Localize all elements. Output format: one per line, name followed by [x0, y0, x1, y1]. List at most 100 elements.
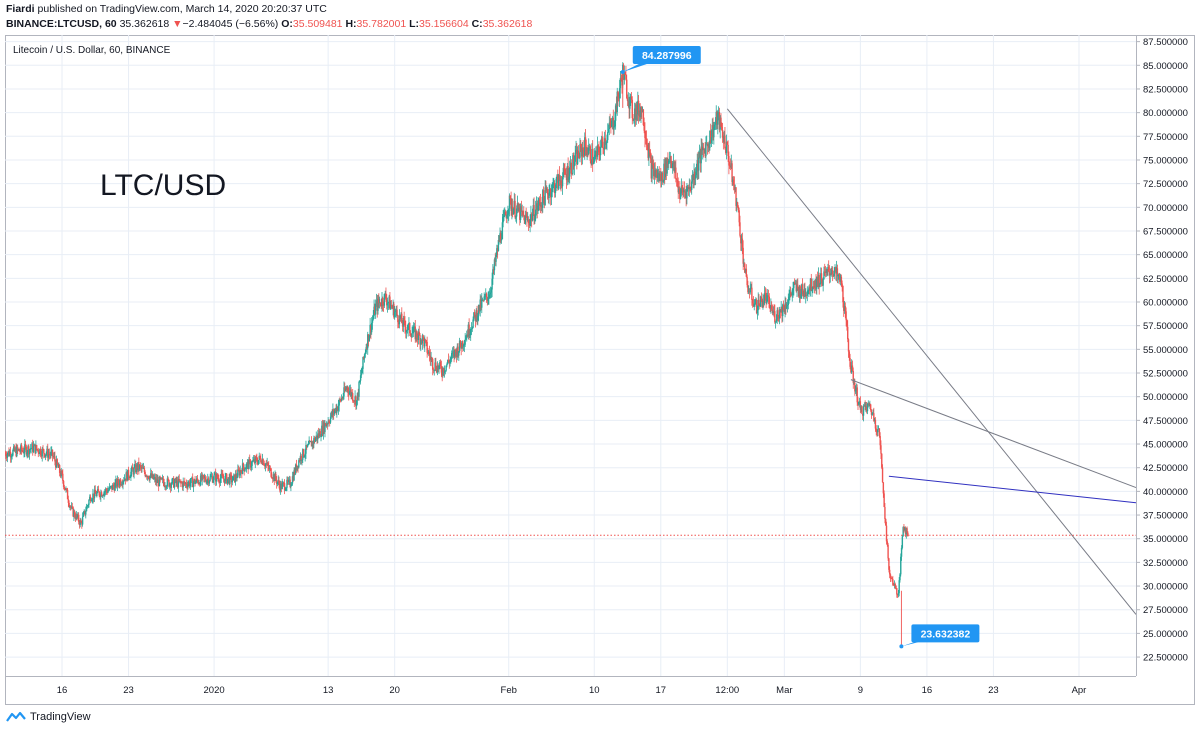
candle-body — [787, 298, 790, 306]
candle-body — [84, 510, 86, 515]
candle-body — [433, 369, 435, 371]
candle-body — [357, 392, 359, 397]
candle-body — [850, 365, 853, 373]
candle-body — [328, 421, 330, 423]
candle-body — [861, 406, 863, 415]
candle-body — [569, 167, 571, 177]
candle-body — [230, 475, 233, 483]
candle-body — [579, 144, 581, 158]
candle-body — [733, 184, 736, 190]
candle-body — [214, 473, 216, 475]
candle-body — [19, 451, 21, 453]
candle-body — [95, 493, 97, 497]
candle-body — [193, 479, 195, 483]
candle-body — [335, 408, 337, 413]
candle-body — [639, 110, 641, 118]
price-axis[interactable]: 87.500000 85.000000 82.500000 80.000000 77.5… — [1136, 37, 1188, 664]
y-tick-label: 57.500000 — [1143, 321, 1188, 332]
candle-body — [101, 495, 104, 497]
candle-body — [805, 295, 807, 297]
candle-body — [406, 329, 409, 331]
candle-body — [306, 444, 308, 448]
candle-body — [245, 463, 248, 469]
trendline[interactable] — [850, 379, 1137, 489]
candle-body — [293, 470, 295, 481]
candle-body — [46, 448, 48, 454]
candle-body — [652, 165, 655, 177]
candle-body — [34, 444, 36, 454]
candle-body — [109, 486, 112, 488]
candle-body — [446, 363, 448, 366]
candle-body — [253, 459, 256, 464]
x-tick-label: 9 — [858, 685, 863, 696]
candle-body — [662, 180, 664, 182]
publisher-name[interactable]: Fiardi — [6, 3, 35, 15]
candle-body — [198, 483, 200, 484]
candle-body — [276, 482, 279, 484]
candle-body — [257, 460, 260, 465]
candle-body — [221, 473, 223, 476]
candle-body — [67, 499, 70, 503]
marker-label: 23.632382 — [921, 628, 971, 640]
candle-body — [493, 259, 496, 271]
y-tick-label: 67.500000 — [1143, 226, 1188, 237]
candle-body — [364, 352, 367, 355]
candle-body — [75, 514, 77, 520]
candle-body — [127, 469, 129, 481]
candle-body — [137, 461, 139, 471]
tradingview-brand[interactable]: TradingView — [30, 711, 91, 723]
price-chart[interactable]: 84.287996 23.632382 87.500000 85.000000 82.… — [4, 35, 1195, 705]
tradingview-logo-icon[interactable] — [6, 711, 26, 723]
candle-body — [476, 310, 478, 321]
candle-body — [105, 489, 108, 491]
candle-body — [487, 298, 489, 301]
candle-body — [847, 339, 850, 352]
candle-body — [247, 462, 249, 470]
candle-body — [736, 202, 738, 206]
candle-body — [588, 146, 591, 148]
y-tick-label: 52.500000 — [1143, 369, 1188, 380]
candle-body — [591, 149, 594, 164]
candle-body — [892, 579, 894, 585]
candle-body — [673, 161, 675, 172]
candle-body — [898, 580, 900, 594]
candle-body — [231, 480, 234, 483]
trendline[interactable] — [726, 108, 1137, 615]
candle-body — [657, 172, 660, 176]
candle-body — [333, 411, 336, 414]
high-marker[interactable]: 84.287996 — [620, 46, 701, 75]
candle-body — [89, 496, 92, 502]
candle-body — [322, 422, 325, 435]
trendline[interactable] — [888, 475, 1137, 504]
chart-annotation-text[interactable]: LTC/USD — [100, 169, 226, 202]
candle-body — [520, 206, 523, 212]
candle-body — [405, 326, 407, 333]
candle-body — [823, 271, 825, 280]
candle-body — [207, 478, 209, 481]
candle-body — [91, 499, 93, 501]
candle-body — [650, 158, 652, 179]
candle-body — [508, 195, 511, 209]
candle-body — [645, 138, 648, 145]
candle-body — [727, 144, 729, 157]
candle-body — [563, 167, 565, 170]
candle-body — [302, 449, 305, 457]
candle-body — [358, 381, 360, 397]
candle-body — [488, 298, 490, 299]
candle-body — [258, 455, 260, 461]
chart-frame[interactable]: 84.287996 23.632382 87.500000 85.000000 82.… — [4, 35, 1195, 705]
candle-body — [671, 162, 673, 169]
candle-body — [698, 157, 700, 171]
candle-body — [279, 484, 281, 491]
candle-body — [124, 478, 127, 481]
candle-body — [591, 149, 593, 165]
low-marker[interactable]: 23.632382 — [899, 624, 980, 649]
candle-body — [386, 299, 388, 306]
time-axis[interactable]: 16 23 2020 13 20 Feb 10 17 12:00 Mar 9 16 23 Apr — [57, 685, 1087, 696]
candle-body — [114, 483, 116, 491]
candle-body — [437, 365, 439, 370]
candle-body — [523, 215, 526, 224]
candle-body — [894, 583, 896, 586]
candle-body — [330, 411, 333, 417]
candle-body — [549, 189, 552, 198]
